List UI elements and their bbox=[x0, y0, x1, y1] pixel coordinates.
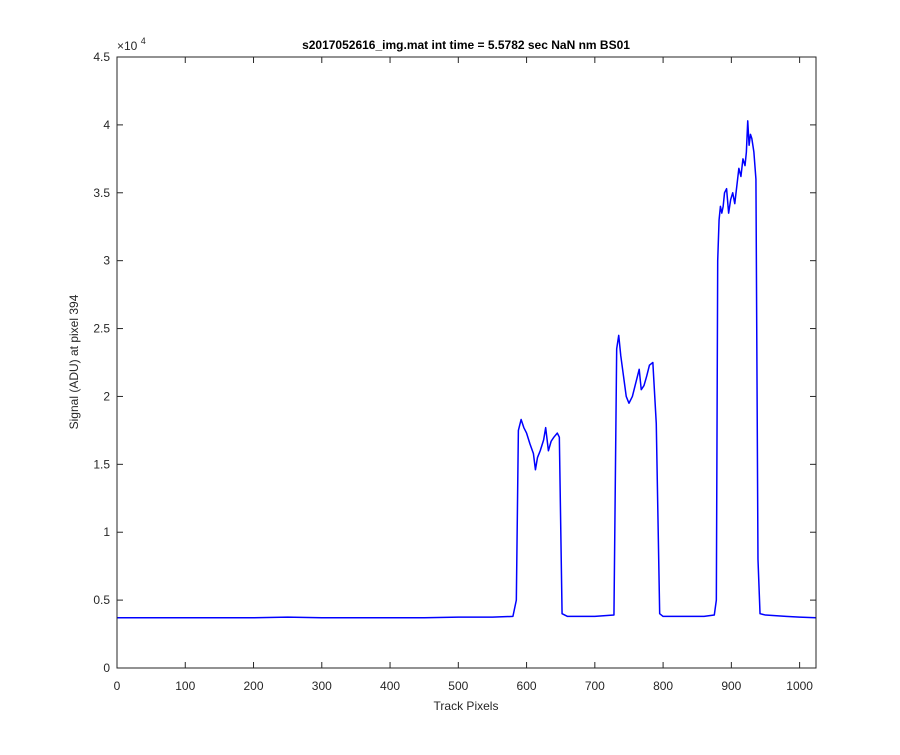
x-tick-label: 100 bbox=[175, 679, 195, 693]
x-tick-label: 700 bbox=[585, 679, 605, 693]
x-tick-label: 500 bbox=[448, 679, 468, 693]
x-tick-label: 900 bbox=[721, 679, 741, 693]
y-tick-label: 0 bbox=[103, 661, 110, 675]
y-axis-exponent: ×10 4 bbox=[117, 36, 146, 53]
y-axis-exponent-base: ×10 bbox=[117, 39, 138, 53]
plot-area bbox=[117, 57, 816, 668]
axes-box bbox=[116, 56, 817, 669]
y-tick-label: 0.5 bbox=[93, 593, 110, 607]
y-tick-label: 1 bbox=[103, 525, 110, 539]
y-tick-label: 4.5 bbox=[93, 50, 110, 64]
y-tick-label: 3.5 bbox=[93, 186, 110, 200]
x-tick-label: 400 bbox=[380, 679, 400, 693]
x-tick-label: 1000 bbox=[786, 679, 813, 693]
x-tick-label: 0 bbox=[114, 679, 121, 693]
y-tick-label: 4 bbox=[103, 118, 110, 132]
x-axis-ticks: 0 100 200 300 400 500 600 700 800 900 1000 bbox=[114, 57, 813, 693]
chart-title: s2017052616_img.mat int time = 5.5782 se… bbox=[302, 38, 630, 52]
x-tick-label: 800 bbox=[653, 679, 673, 693]
signal-series-line bbox=[117, 120, 817, 619]
x-tick-label: 600 bbox=[517, 679, 537, 693]
y-tick-label: 2 bbox=[103, 389, 110, 403]
y-tick-label: 2.5 bbox=[93, 322, 110, 336]
x-tick-label: 200 bbox=[244, 679, 264, 693]
y-tick-label: 3 bbox=[103, 254, 110, 268]
y-tick-label: 1.5 bbox=[93, 457, 110, 471]
x-axis-label: Track Pixels bbox=[434, 699, 499, 713]
x-tick-label: 300 bbox=[312, 679, 332, 693]
y-axis-ticks: 0 0.5 1 1.5 2 2.5 3 3.5 4 4.5 bbox=[93, 50, 816, 675]
y-axis-label: Signal (ADU) at pixel 394 bbox=[67, 294, 81, 429]
y-axis-exponent-power: 4 bbox=[141, 36, 146, 46]
